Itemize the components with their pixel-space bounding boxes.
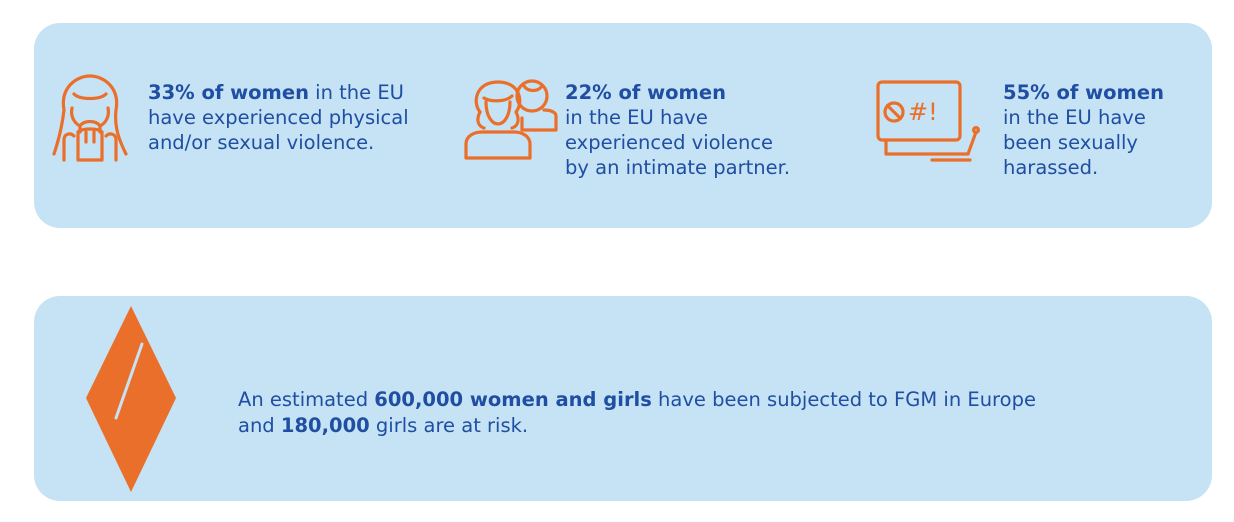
stat-33-line3: and/or sexual violence. — [148, 131, 375, 154]
fgm-line1-bold: 600,000 women and girls — [374, 388, 652, 411]
stat-22-line3: experienced violence — [565, 131, 774, 154]
fgm-panel — [34, 296, 1212, 501]
stats-panel — [34, 23, 1212, 228]
fgm-line2-bold: 180,000 — [280, 414, 370, 437]
stat-33-line1-rest: in the EU — [308, 81, 404, 104]
two-people-icon — [462, 72, 562, 166]
stat-22-line2: in the EU have — [565, 106, 708, 129]
fgm-statement: An estimated 600,000 women and girls hav… — [238, 387, 1036, 439]
fgm-line1-pre: An estimated — [238, 388, 375, 411]
woman-covering-face-icon — [50, 70, 130, 169]
stat-33-line2: have experienced physical — [148, 106, 409, 129]
stat-55-line3: been sexually — [1003, 131, 1138, 154]
stat-55-line2: in the EU have — [1003, 106, 1146, 129]
fgm-line2-post: girls are at risk. — [369, 414, 529, 437]
stat-33-highlight: 33% of women — [148, 81, 309, 104]
stat-55-highlight: 55% of women — [1003, 81, 1164, 104]
fgm-line1-post: have been subjected to FGM in Europe — [651, 388, 1036, 411]
stat-55-line4: harassed. — [1003, 156, 1099, 179]
fgm-line2-pre: and — [238, 414, 281, 437]
laptop-harassment-icon: #! — [872, 78, 982, 177]
harassment-symbols: #! — [908, 98, 938, 126]
stat-33-text: 33% of women in the EU have experienced … — [148, 80, 409, 155]
stat-22-text: 22% of women in the EU have experienced … — [565, 80, 790, 180]
stat-22-line4: by an intimate partner. — [565, 156, 791, 179]
stat-22-highlight: 22% of women — [565, 81, 726, 104]
stat-55-text: 55% of women in the EU have been sexuall… — [1003, 80, 1164, 180]
diamond-shape-icon — [84, 306, 180, 498]
